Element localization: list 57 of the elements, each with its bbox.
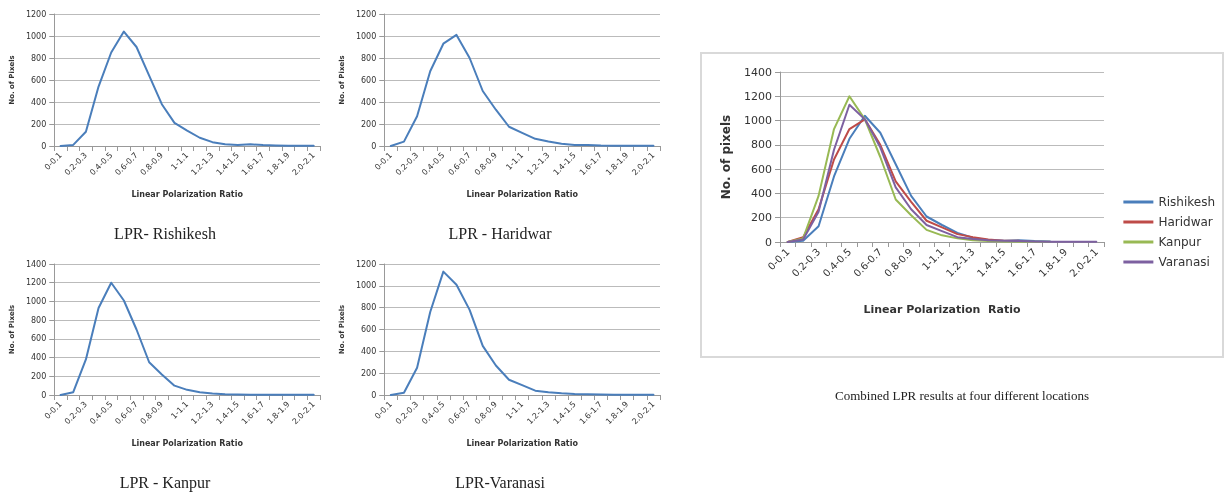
line-series — [389, 270, 655, 396]
y-tick-label: 600 — [751, 162, 772, 176]
y-tick-label: 400 — [360, 346, 377, 356]
line-series — [389, 33, 655, 147]
y-tick-label: 400 — [751, 186, 772, 200]
y-tick-label: 600 — [360, 75, 377, 85]
y-tick-label: 1200 — [25, 278, 47, 288]
y-tick-label: 800 — [751, 138, 772, 152]
line-series — [59, 30, 315, 147]
y-tick-label: 1000 — [744, 114, 772, 128]
y-tick-label: 1000 — [355, 281, 377, 291]
y-tick-label: 600 — [360, 325, 377, 334]
legend-label: Kanpur — [1158, 235, 1202, 249]
y-tick-label: 1200 — [355, 259, 377, 269]
y-tick-label: 200 — [360, 119, 377, 129]
y-tick-label: 800 — [30, 315, 47, 325]
y-tick-label: 0 — [371, 390, 377, 400]
y-tick-label: 800 — [30, 53, 47, 63]
y-tick-label: 1400 — [25, 259, 47, 269]
y-tick-label: 600 — [30, 334, 47, 344]
y-tick-label: 400 — [30, 353, 47, 363]
y-tick-label: 0 — [41, 390, 47, 400]
legend-label: Varanasi — [1158, 255, 1210, 269]
legend-label: Rishikesh — [1158, 195, 1215, 209]
x-axis-title: Linear Polarization Ratio — [131, 438, 244, 448]
line-series — [59, 281, 315, 396]
y-tick-label: 200 — [30, 371, 47, 381]
x-axis-title: Linear Polarization Ratio — [466, 189, 579, 199]
line-series — [786, 103, 1098, 243]
text: Combined LPR results at four different locations — [835, 388, 1089, 403]
y-tick-label: 800 — [360, 53, 377, 63]
y-tick-label: 1000 — [355, 31, 377, 41]
y-tick-label: 0 — [41, 141, 47, 151]
text: LPR-Varanasi — [455, 473, 546, 491]
text: LPR - Kanpur — [119, 473, 211, 492]
y-tick-label: 1000 — [25, 296, 47, 306]
x-axis-title: Linear Polarization Ratio — [466, 438, 579, 448]
y-tick-label: 0 — [371, 141, 377, 151]
y-tick-label: 200 — [360, 368, 377, 378]
y-tick-label: 600 — [30, 75, 47, 85]
y-tick-label: 1000 — [25, 31, 47, 41]
y-tick-label: 1200 — [744, 89, 772, 103]
y-tick-label: 1200 — [355, 9, 377, 19]
text: LPR - Haridwar — [448, 224, 553, 242]
x-axis-title: Linear Polarization Ratio — [863, 303, 1022, 316]
y-tick-label: 200 — [751, 211, 772, 225]
y-tick-label: 1400 — [744, 65, 772, 79]
legend-label: Haridwar — [1158, 215, 1213, 229]
y-tick-label: 800 — [360, 303, 377, 313]
y-tick-label: 1200 — [25, 9, 47, 19]
text: LPR- Rishikesh — [114, 224, 216, 242]
y-tick-label: 0 — [765, 235, 772, 249]
y-tick-label: 200 — [30, 119, 47, 129]
y-tick-label: 400 — [30, 97, 47, 107]
x-axis-title: Linear Polarization Ratio — [131, 189, 244, 199]
y-axis-title: No. of pixels — [719, 114, 733, 200]
y-tick-label: 400 — [360, 97, 377, 107]
